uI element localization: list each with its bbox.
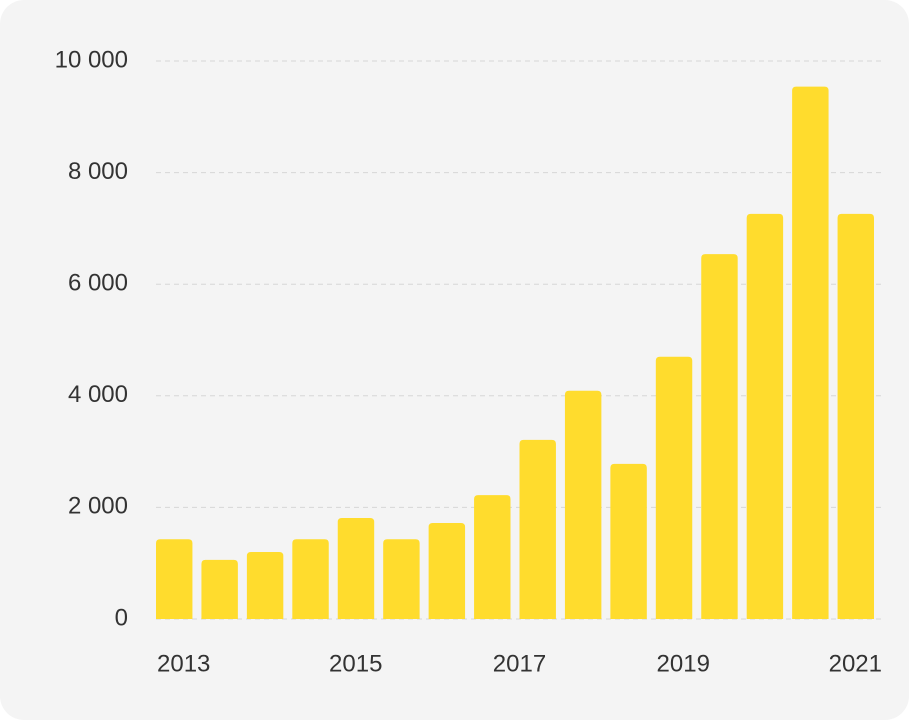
x-axis-label: 2015 bbox=[329, 650, 382, 677]
y-tick-label: 10 000 bbox=[55, 46, 128, 73]
bar bbox=[383, 539, 420, 619]
bar bbox=[564, 390, 602, 619]
bar bbox=[337, 518, 375, 619]
x-axis-label: 2021 bbox=[829, 650, 882, 677]
bar bbox=[428, 523, 466, 619]
bar bbox=[246, 552, 284, 619]
bar bbox=[746, 213, 784, 619]
bar bbox=[201, 559, 238, 619]
bar bbox=[292, 539, 329, 619]
bar bbox=[837, 213, 874, 619]
y-tick-label: 8 000 bbox=[68, 158, 128, 185]
bar bbox=[156, 539, 193, 619]
y-tick-label: 0 bbox=[115, 604, 128, 631]
y-tick-label: 2 000 bbox=[68, 493, 128, 520]
bar bbox=[701, 254, 738, 619]
bar bbox=[519, 439, 556, 619]
bar bbox=[792, 86, 829, 620]
y-tick-label: 6 000 bbox=[68, 270, 128, 297]
x-axis-label: 2017 bbox=[493, 650, 546, 677]
y-tick-label: 4 000 bbox=[68, 381, 128, 408]
x-axis-label: 2019 bbox=[657, 650, 710, 677]
bar bbox=[610, 463, 647, 619]
x-axis-label: 2013 bbox=[157, 650, 210, 677]
bar bbox=[474, 495, 511, 619]
bar bbox=[655, 356, 693, 619]
